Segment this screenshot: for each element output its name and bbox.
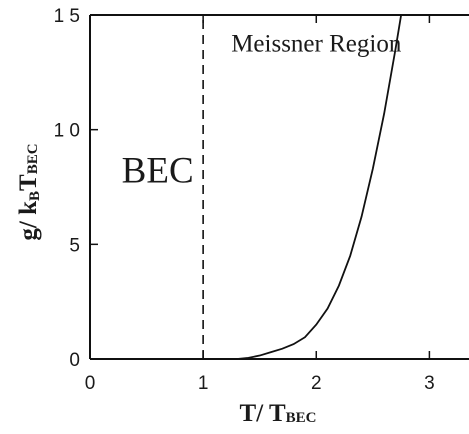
curve-line <box>90 14 403 360</box>
y-axis-tick-labels: 0 5 1 0 1 5 <box>54 6 80 371</box>
annotations: Meissner Region BEC <box>122 31 402 192</box>
x-axis-tick-labels: 0 1 2 3 <box>85 373 435 394</box>
y-tick-label: 0 <box>69 350 80 371</box>
y-axis-title: g/ kBTBEC <box>15 143 43 240</box>
x-tick-label: 3 <box>424 373 435 394</box>
x-tick-label: 0 <box>85 373 96 394</box>
x-tick-label: 2 <box>311 373 322 394</box>
series-group <box>90 14 403 360</box>
x-axis-title: T/ TBEC <box>240 400 317 427</box>
y-tick-label: 5 <box>69 235 80 256</box>
y-tick-label: 1 0 <box>54 121 80 142</box>
y-tick-label: 1 5 <box>54 6 80 27</box>
x-tick-label: 1 <box>198 373 209 394</box>
y-axis-ticks <box>90 14 98 360</box>
bec-region-label: BEC <box>122 150 194 191</box>
meissner-region-label: Meissner Region <box>231 31 402 58</box>
